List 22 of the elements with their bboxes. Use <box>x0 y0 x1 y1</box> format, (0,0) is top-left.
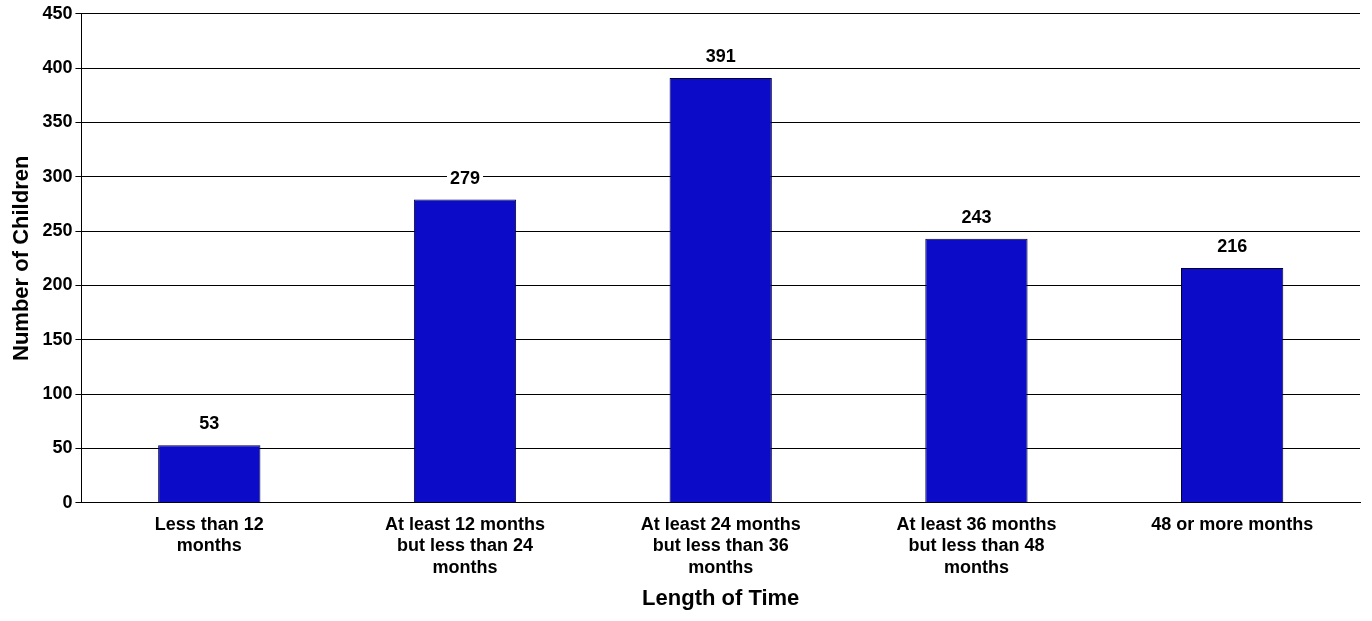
y-tick-label: 50 <box>52 437 73 458</box>
data-label: 279 <box>449 167 481 188</box>
data-label: 391 <box>705 45 736 66</box>
x-axis-title: Length of Time <box>642 584 800 610</box>
y-tick-label: 100 <box>42 383 73 404</box>
x-tick-label: 48 or more months <box>1151 513 1314 534</box>
y-tick-label: 400 <box>42 57 73 78</box>
y-tick-label: 200 <box>42 274 73 295</box>
data-label: 216 <box>1217 236 1248 257</box>
x-tick-label: At least 36 months but less than 48 months <box>896 513 1057 577</box>
data-label: 243 <box>961 206 992 227</box>
y-tick-label: 250 <box>42 220 73 241</box>
y-tick-label: 300 <box>42 165 73 186</box>
y-tick-label: 450 <box>42 2 73 23</box>
y-tick-label: 0 <box>62 491 73 512</box>
data-label: 53 <box>199 413 220 434</box>
x-tick-label: At least 12 months but less than 24 months <box>384 513 546 577</box>
x-tick-label: At least 24 months but less than 36 months <box>640 513 801 577</box>
x-tick-label: Less than 12 months <box>154 513 264 556</box>
y-axis-title: Number of Children <box>8 155 34 361</box>
y-tick-label: 350 <box>42 111 73 132</box>
y-tick-label: 150 <box>42 328 73 349</box>
